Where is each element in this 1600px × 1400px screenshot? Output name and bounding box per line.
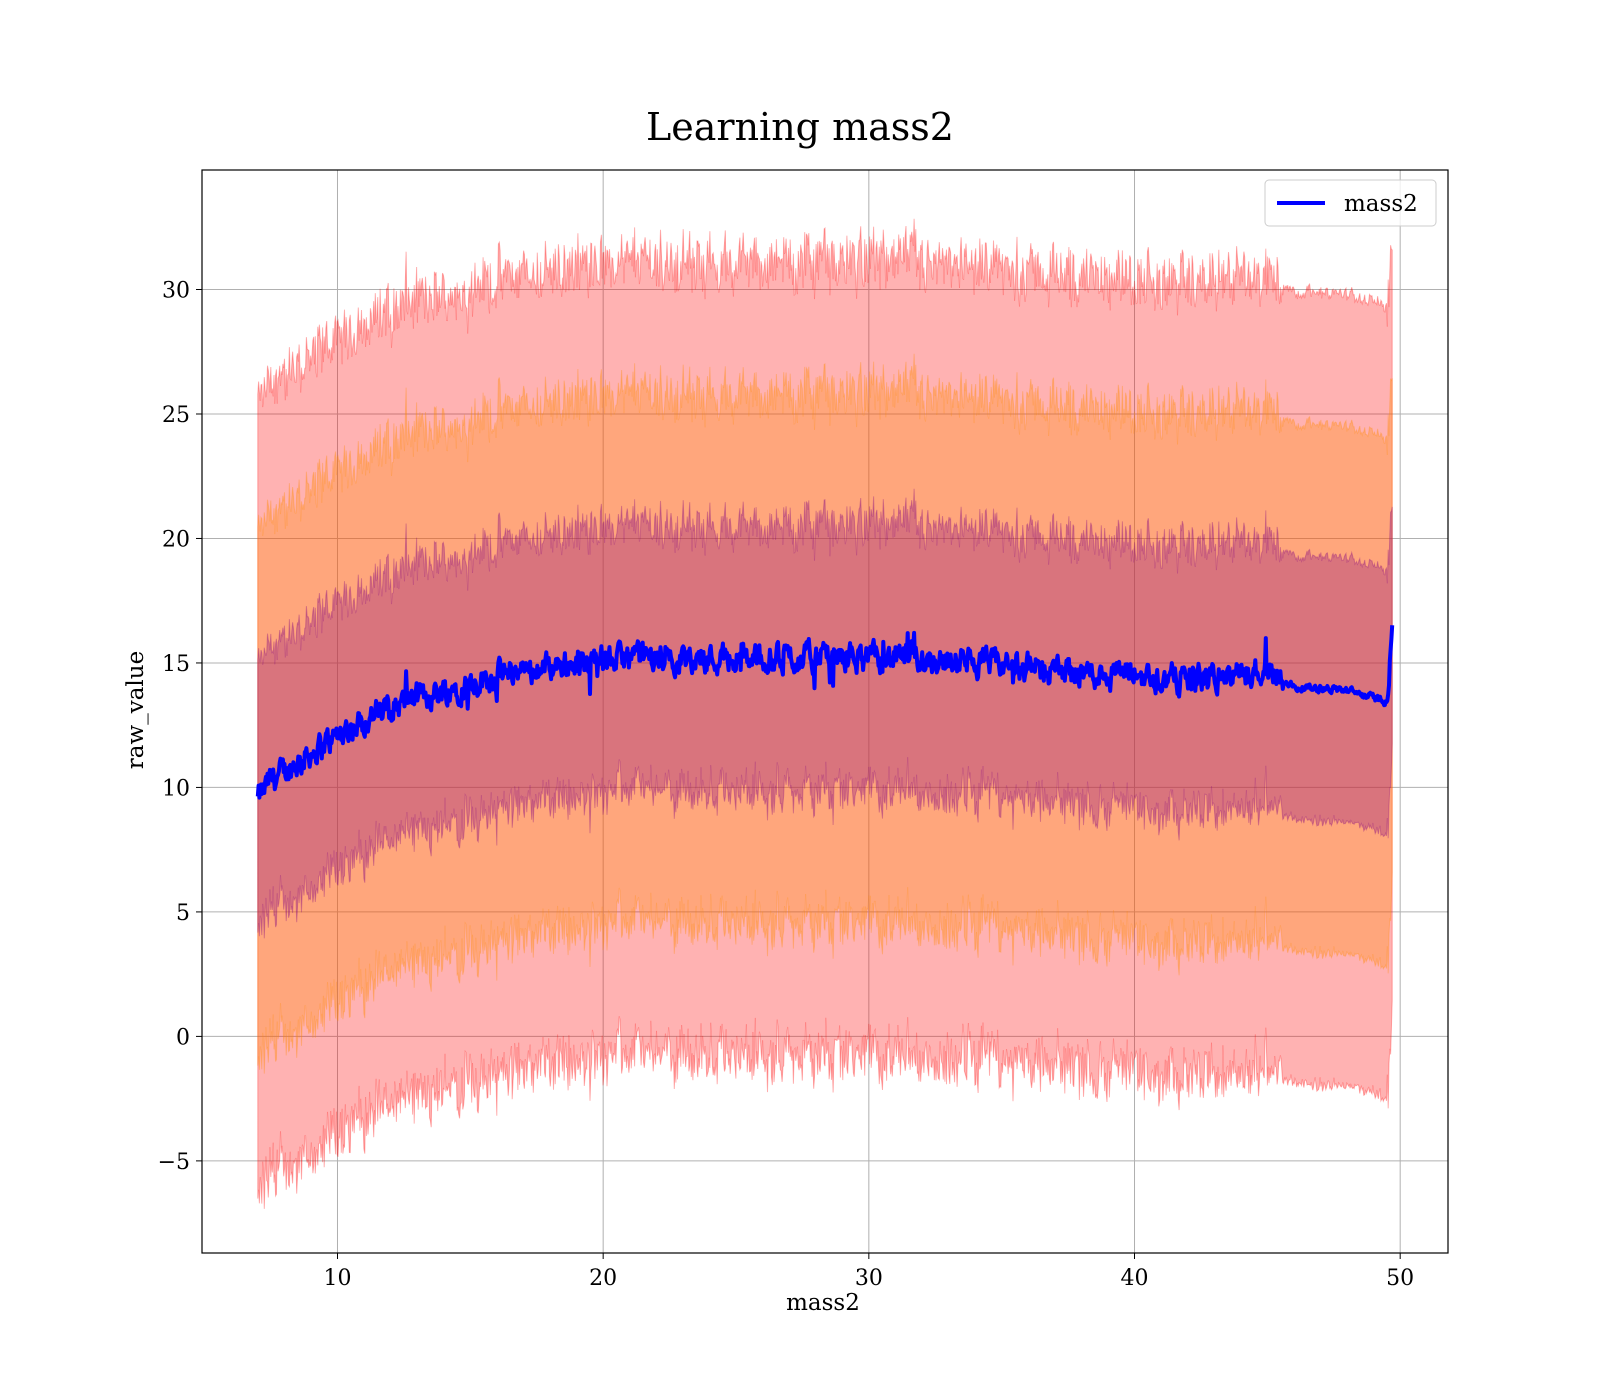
x-tick-label: 40	[1121, 1266, 1149, 1291]
y-axis-ticks: −5 0 5 10 15 20 25 30	[158, 279, 202, 1175]
y-tick-label: −5	[158, 1150, 190, 1175]
x-tick-label: 20	[589, 1266, 617, 1291]
grid	[202, 170, 1448, 1253]
x-axis-label: mass2	[786, 1290, 860, 1316]
plot-frame	[201, 169, 1449, 1254]
legend-label-mass2: mass2	[1344, 191, 1418, 217]
y-tick-label: 10	[162, 776, 190, 801]
band-3-sigma	[257, 218, 1393, 1209]
y-tick-label: 15	[162, 652, 190, 677]
x-tick-label: 10	[323, 1266, 351, 1291]
y-tick-label: 30	[162, 279, 190, 304]
y-tick-label: 25	[162, 403, 190, 428]
y-tick-label: 20	[162, 527, 190, 552]
x-axis-ticks: 10 20 30 40 50	[323, 1253, 1414, 1291]
y-tick-label: 0	[176, 1025, 190, 1050]
y-axis-label: raw_value	[123, 651, 149, 769]
series-line-mass2	[255, 625, 1395, 800]
y-tick-label: 5	[176, 901, 190, 926]
error-bands	[257, 218, 1393, 1209]
legend-box	[1264, 179, 1437, 227]
legend: mass2	[1264, 179, 1437, 227]
band-1-sigma	[257, 488, 1393, 939]
x-tick-label: 50	[1386, 1266, 1414, 1291]
chart-title: Learning mass2	[646, 105, 954, 149]
band-2-sigma	[257, 353, 1393, 1074]
x-tick-label: 30	[855, 1266, 883, 1291]
